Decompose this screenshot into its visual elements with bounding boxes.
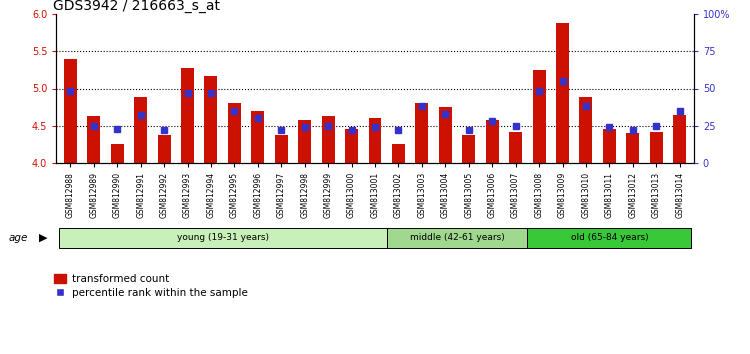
Bar [674,114,686,163]
Bar [205,76,218,163]
Bar [181,68,194,163]
FancyBboxPatch shape [527,228,692,249]
Bar [64,59,76,163]
Bar [274,135,288,163]
Bar [87,116,100,163]
Bar [532,70,545,163]
Bar [439,107,452,163]
Text: middle (42-61 years): middle (42-61 years) [410,233,505,242]
Bar [580,97,592,163]
Text: ▶: ▶ [39,233,47,243]
Bar [626,133,639,163]
Bar [345,129,358,163]
Text: age: age [9,233,28,243]
Bar [134,97,147,163]
Bar [322,116,334,163]
Bar [228,103,241,163]
Bar [298,120,311,163]
Bar [603,129,616,163]
Text: old (65-84 years): old (65-84 years) [571,233,648,242]
Bar [486,120,499,163]
Legend: transformed count, percentile rank within the sample: transformed count, percentile rank withi… [54,274,248,298]
Bar [462,135,476,163]
Bar [111,144,124,163]
Bar [650,132,663,163]
Bar [368,118,382,163]
Bar [392,144,405,163]
Text: GDS3942 / 216663_s_at: GDS3942 / 216663_s_at [53,0,220,13]
FancyBboxPatch shape [58,228,387,249]
FancyBboxPatch shape [387,228,527,249]
Bar [416,103,428,163]
Bar [556,23,569,163]
Bar [509,132,522,163]
Bar [158,135,170,163]
Bar [251,111,264,163]
Text: young (19-31 years): young (19-31 years) [177,233,268,242]
